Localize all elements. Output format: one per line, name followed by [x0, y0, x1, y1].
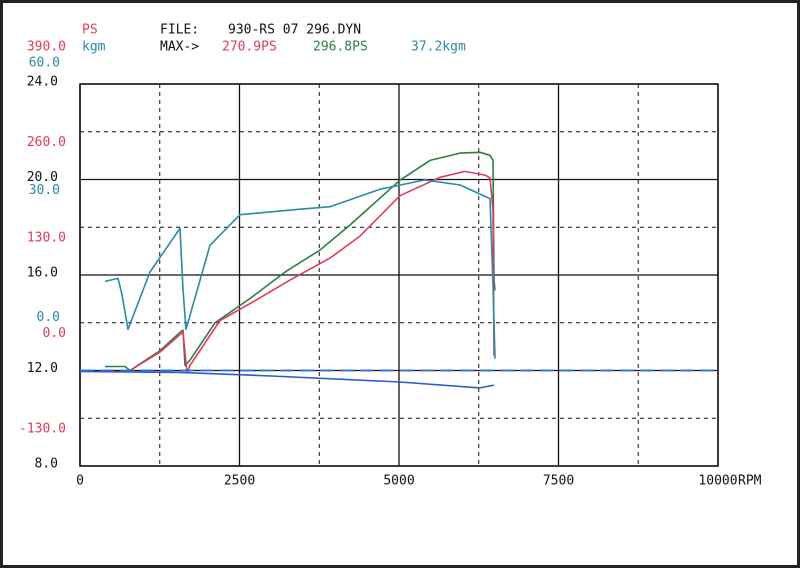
x-tick-label: 0: [76, 474, 84, 489]
max-label: MAX->: [160, 40, 199, 55]
plot-border: [79, 83, 719, 467]
ps-tick-label: 260.0: [27, 135, 66, 150]
max-value: 37.2kgm: [411, 40, 466, 55]
y-tick-label: 24.0: [27, 75, 58, 90]
x-tick-label: 10000: [698, 474, 737, 489]
y-tick-label: 8.0: [35, 457, 58, 472]
ps-tick-label: 130.0: [27, 231, 66, 246]
x-tick-label: 2500: [224, 474, 255, 489]
data-line: [105, 151, 496, 372]
y-tick-label: 20.0: [27, 170, 58, 185]
kgm-tick-label: 60.0: [29, 56, 60, 71]
max-value: 296.8PS: [313, 40, 368, 55]
y-tick-label: 16.0: [27, 266, 58, 281]
data-line: [129, 170, 495, 374]
kgm-unit: kgm: [82, 40, 106, 55]
y-tick-label: 12.0: [27, 361, 58, 376]
x-tick-label: 7500: [543, 474, 574, 489]
file-label: FILE:: [160, 23, 199, 38]
data-line: [79, 370, 495, 389]
data-line: [104, 179, 496, 359]
file-name: 930-RS 07 296.DYN: [228, 23, 361, 38]
ps-unit: PS: [82, 23, 98, 38]
ps-tick-label: -130.0: [19, 422, 66, 437]
x-tick-label: 5000: [383, 474, 414, 489]
max-value: 270.9PS: [222, 40, 277, 55]
kgm-tick-label: 0.0: [37, 310, 60, 325]
x-axis-label: RPM: [738, 474, 762, 489]
ps-tick-label: 390.0: [27, 40, 66, 55]
ps-tick-label: 0.0: [43, 326, 66, 341]
kgm-tick-label: 30.0: [29, 183, 60, 198]
